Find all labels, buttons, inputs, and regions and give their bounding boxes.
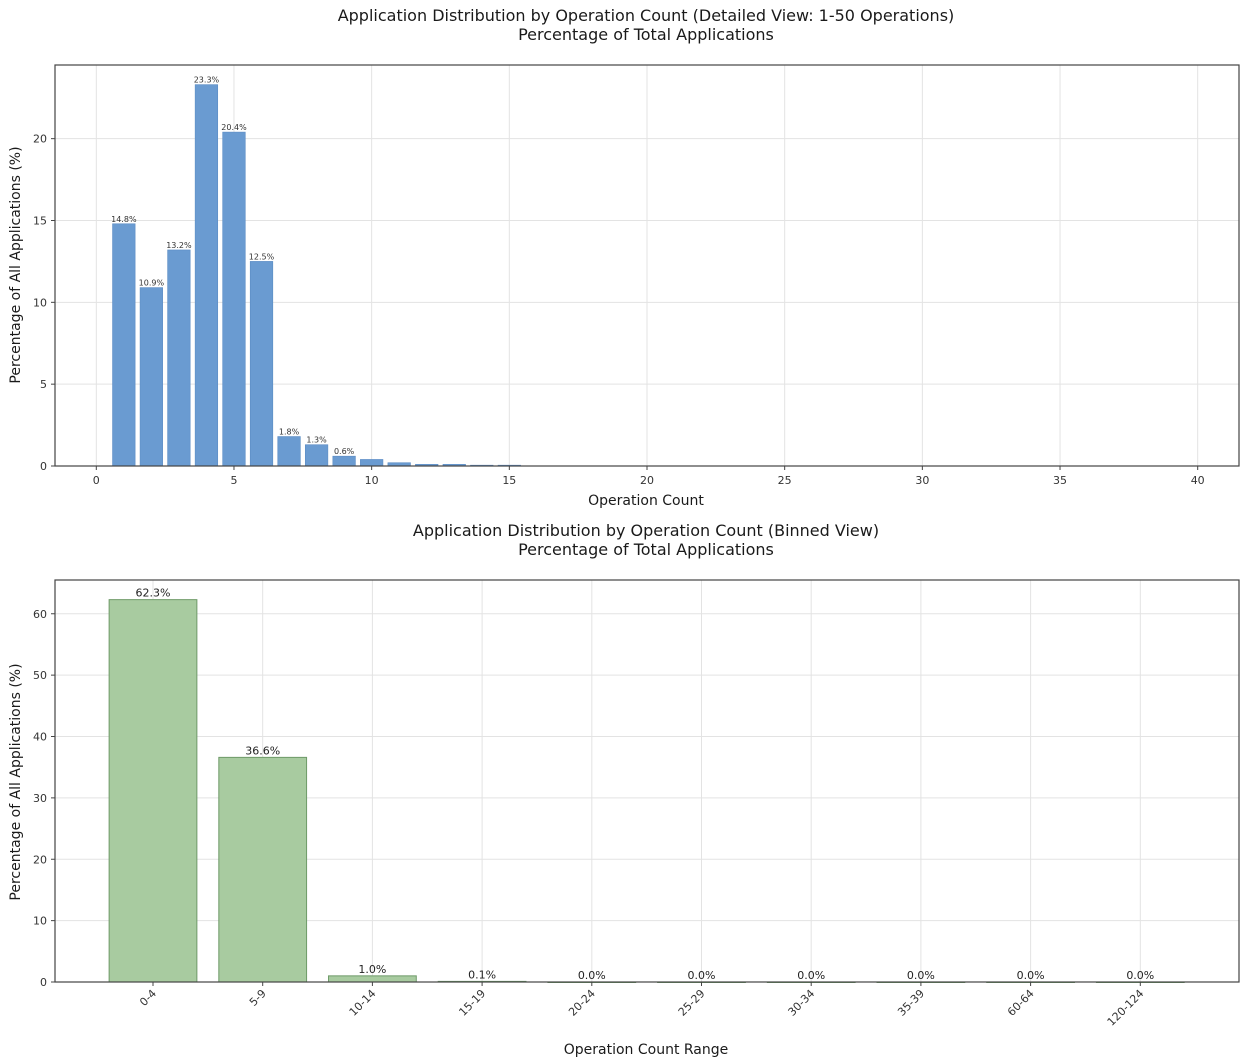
chart1-x-axis-label: Operation Count: [588, 493, 704, 509]
chart1-bar-label: 14.8%: [111, 215, 137, 224]
chart1-x-ticks: 0 5 10 15 20 25 30 35 40: [93, 466, 1205, 487]
binned-view-chart: Application Distribution by Operation Co…: [8, 521, 1240, 1058]
chart2-x-tick-label: 20-24: [566, 987, 598, 1019]
chart1-x-tick-label: 10: [365, 474, 379, 487]
chart2-y-axis-label: Percentage of All Applications (%): [8, 663, 24, 900]
chart1-bar-label: 0.6%: [334, 447, 355, 456]
chart2-x-tick-label: 120-124: [1105, 987, 1147, 1029]
chart1-plot-frame: [54, 64, 1240, 467]
chart1-x-tick-label: 15: [502, 474, 516, 487]
chart1-bar: [332, 455, 356, 467]
chart1-bar-label: 1.8%: [279, 428, 300, 437]
chart2-y-tick-label: 60: [33, 608, 47, 621]
chart2-bar-label: 0.0%: [797, 969, 825, 982]
chart1-data-labels: 14.8% 10.9% 13.2% 23.3% 20.4% 12.5% 1.8% 1.3% 0.…: [111, 76, 355, 457]
chart2-data-labels: 62.3% 36.6% 1.0% 0.1% 0.0% 0.0% 0.0% 0.0% 0.0% 0.…: [136, 587, 1155, 982]
chart1-bar-label: 23.3%: [194, 76, 220, 85]
chart1-subtitle: Percentage of Total Applications: [518, 25, 774, 44]
chart2-bar-label: 62.3%: [136, 587, 171, 600]
chart2-bar-label: 1.0%: [358, 963, 386, 976]
chart1-y-tick-label: 15: [33, 214, 47, 227]
chart2-bar-label: 0.0%: [1017, 969, 1045, 982]
chart2-bar-label: 36.6%: [245, 744, 280, 757]
chart1-bar: [194, 84, 219, 467]
chart1-bar-label: 12.5%: [249, 252, 275, 261]
chart2-title: Application Distribution by Operation Co…: [413, 521, 879, 540]
chart2-y-tick-label: 10: [33, 915, 47, 928]
chart1-bar: [277, 436, 301, 467]
chart1-y-tick-label: 0: [40, 460, 47, 473]
chart1-y-tick-label: 10: [33, 296, 47, 309]
chart2-x-tick-label: 10-14: [347, 987, 379, 1019]
chart1-x-tick-label: 20: [640, 474, 654, 487]
chart1-bar-label: 20.4%: [221, 123, 247, 132]
chart2-y-ticks: 0 10 20 30 40 50 60: [33, 608, 55, 989]
chart1-x-tick-label: 35: [1053, 474, 1067, 487]
chart1-x-tick-label: 5: [230, 474, 237, 487]
chart1-y-tick-label: 5: [40, 378, 47, 391]
chart1-bar: [167, 249, 191, 467]
chart1-bar-label: 10.9%: [139, 279, 165, 288]
chart2-x-tick-label: 0-4: [137, 987, 159, 1009]
chart2-y-tick-label: 30: [33, 792, 47, 805]
chart2-x-tick-label: 5-9: [247, 987, 269, 1009]
detailed-view-chart: Application Distribution by Operation Co…: [8, 6, 1240, 509]
chart1-y-tick-label: 20: [33, 133, 47, 146]
chart2-x-axis-label: Operation Count Range: [564, 1042, 729, 1058]
chart1-bar-label: 1.3%: [306, 436, 327, 445]
chart1-x-tick-label: 25: [778, 474, 792, 487]
chart1-y-ticks: 0 5 10 15 20: [33, 133, 55, 473]
chart2-bar-label: 0.0%: [907, 969, 935, 982]
chart2-y-tick-label: 40: [33, 731, 47, 744]
chart1-bar: [304, 444, 329, 467]
chart2-bar-label: 0.0%: [688, 969, 716, 982]
chart2-bar-label: 0.0%: [1126, 969, 1154, 982]
chart2-y-tick-label: 0: [40, 976, 47, 989]
chart2-x-tick-label: 60-64: [1005, 987, 1037, 1019]
chart1-bars: [112, 84, 521, 467]
chart2-y-tick-label: 50: [33, 669, 47, 682]
chart2-subtitle: Percentage of Total Applications: [518, 540, 774, 559]
chart1-bar: [112, 223, 136, 467]
chart2-bar: [328, 975, 417, 983]
chart2-x-ticks: 0-4 5-9 10-14 15-19 20-24 25-29 30-34 35-39 60-6…: [137, 982, 1146, 1029]
chart2-bar: [108, 599, 198, 983]
chart1-x-tick-label: 40: [1191, 474, 1205, 487]
chart2-plot-frame: [54, 579, 1240, 983]
chart2-x-tick-label: 25-29: [676, 987, 708, 1019]
chart2-bar-label: 0.1%: [468, 968, 496, 981]
chart2-x-tick-label: 30-34: [786, 987, 818, 1019]
chart2-x-tick-label: 35-39: [895, 987, 927, 1019]
chart1-bar: [139, 287, 163, 467]
chart1-x-tick-label: 30: [915, 474, 929, 487]
chart2-bar-label: 0.0%: [578, 969, 606, 982]
chart2-y-tick-label: 20: [33, 853, 47, 866]
chart1-bar: [222, 131, 246, 467]
chart2-bar: [218, 756, 308, 983]
chart1-bar: [249, 261, 274, 467]
chart1-bar: [360, 459, 384, 467]
chart1-title: Application Distribution by Operation Co…: [338, 6, 955, 25]
chart2-bars: [108, 599, 1185, 983]
chart2-x-tick-label: 15-19: [456, 987, 488, 1019]
chart1-y-axis-label: Percentage of All Applications (%): [8, 146, 24, 383]
chart1-x-tick-label: 0: [93, 474, 100, 487]
chart1-bar-label: 13.2%: [166, 241, 192, 250]
